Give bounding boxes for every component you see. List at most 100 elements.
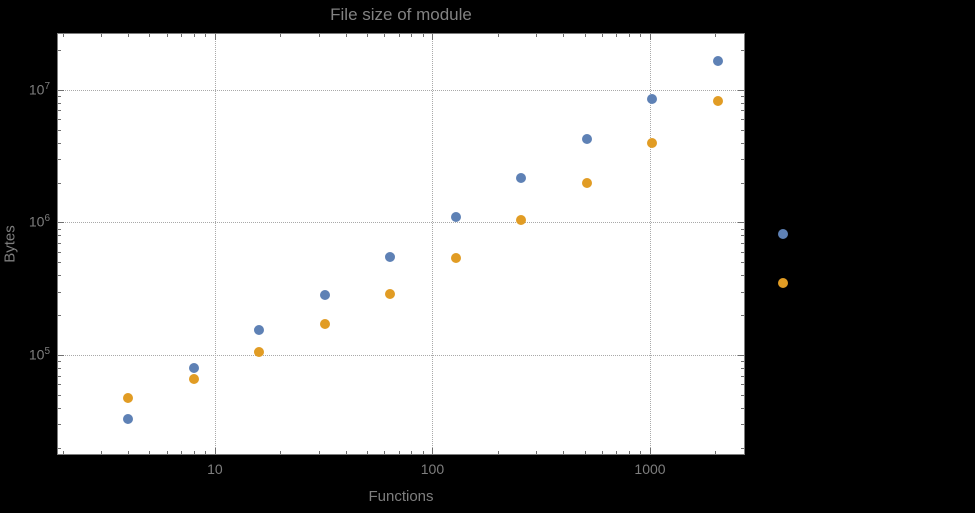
- x-axis-label: Functions: [368, 488, 434, 505]
- y-gridline: [58, 355, 744, 356]
- blue-series-point: [778, 228, 789, 239]
- y-minor-tick-mark: [58, 110, 61, 112]
- y-minor-tick-mark: [58, 50, 61, 52]
- y-minor-tick-mark: [58, 129, 61, 131]
- x-minor-tick-mark: [411, 34, 413, 37]
- y-minor-tick-mark: [58, 424, 61, 426]
- y-minor-tick-mark: [58, 361, 61, 363]
- y-minor-tick-mark: [58, 291, 61, 293]
- x-minor-tick-mark: [62, 34, 64, 37]
- y-axis-label: Bytes: [1, 225, 19, 263]
- x-minor-tick-mark: [366, 451, 368, 454]
- x-minor-tick-mark: [166, 34, 168, 37]
- blue-series-point: [385, 251, 396, 262]
- orange-series-point: [123, 393, 134, 404]
- x-tick-mark: [650, 34, 651, 40]
- x-tick-label: 10: [207, 461, 223, 477]
- blue-series-point: [581, 133, 592, 144]
- orange-series-point: [319, 319, 330, 330]
- blue-series-point: [319, 289, 330, 300]
- x-minor-tick-mark: [166, 451, 168, 454]
- x-minor-tick-mark: [536, 34, 538, 37]
- x-minor-tick-mark: [398, 451, 400, 454]
- orange-series-point: [778, 277, 789, 288]
- y-minor-tick-mark: [58, 407, 61, 409]
- x-tick-mark: [432, 34, 434, 40]
- y-tick-mark: [58, 89, 64, 91]
- plot-area: [57, 33, 745, 455]
- x-minor-tick-mark: [584, 451, 586, 454]
- y-minor-tick-mark: [741, 315, 744, 317]
- y-minor-tick-mark: [741, 375, 744, 377]
- x-tick-mark: [432, 448, 434, 454]
- x-minor-tick-mark: [280, 451, 282, 454]
- x-minor-tick-mark: [497, 34, 499, 37]
- x-minor-tick-mark: [193, 34, 195, 37]
- y-minor-tick-mark: [58, 228, 61, 230]
- y-minor-tick-mark: [58, 384, 61, 386]
- x-minor-tick-mark: [422, 34, 424, 37]
- x-minor-tick-mark: [149, 34, 151, 37]
- x-minor-tick-mark: [345, 34, 347, 37]
- x-gridline: [432, 34, 434, 454]
- x-minor-tick-mark: [149, 451, 151, 454]
- x-tick-mark: [650, 448, 651, 454]
- y-minor-tick-mark: [58, 119, 61, 121]
- y-minor-tick-mark: [741, 275, 744, 277]
- x-minor-tick-mark: [101, 34, 103, 37]
- x-minor-tick-mark: [128, 451, 130, 454]
- blue-series-point: [188, 362, 199, 373]
- x-minor-tick-mark: [640, 34, 642, 37]
- x-minor-tick-mark: [345, 451, 347, 454]
- orange-series-point: [581, 177, 592, 188]
- x-gridline: [214, 34, 216, 454]
- y-minor-tick-mark: [58, 394, 61, 396]
- blue-series-point: [450, 211, 461, 222]
- y-minor-tick-mark: [741, 228, 744, 230]
- blue-series-point: [647, 93, 658, 104]
- x-minor-tick-mark: [398, 34, 400, 37]
- x-minor-tick-mark: [181, 451, 183, 454]
- x-minor-tick-mark: [366, 34, 368, 37]
- y-minor-tick-mark: [741, 102, 744, 104]
- y-minor-tick-mark: [58, 315, 61, 317]
- blue-series-point: [516, 173, 527, 184]
- y-minor-tick-mark: [58, 142, 61, 144]
- y-minor-tick-mark: [58, 367, 61, 369]
- orange-series-point: [254, 347, 265, 358]
- y-minor-tick-mark: [741, 142, 744, 144]
- x-minor-tick-mark: [563, 34, 565, 37]
- y-minor-tick-mark: [58, 235, 61, 237]
- x-minor-tick-mark: [318, 34, 320, 37]
- y-minor-tick-mark: [58, 96, 61, 98]
- y-minor-tick-mark: [741, 384, 744, 386]
- y-minor-tick-mark: [741, 129, 744, 131]
- y-tick-mark: [738, 222, 744, 224]
- y-minor-tick-mark: [58, 375, 61, 377]
- x-minor-tick-mark: [128, 34, 130, 37]
- x-minor-tick-mark: [384, 451, 386, 454]
- x-minor-tick-mark: [601, 34, 603, 37]
- y-minor-tick-mark: [741, 119, 744, 121]
- y-minor-tick-mark: [741, 50, 744, 52]
- x-tick-label: 100: [420, 461, 445, 477]
- y-minor-tick-mark: [741, 291, 744, 293]
- x-minor-tick-mark: [204, 451, 206, 454]
- y-minor-tick-mark: [741, 243, 744, 244]
- x-tick-mark: [214, 448, 216, 454]
- x-minor-tick-mark: [181, 34, 183, 37]
- orange-series-point: [385, 288, 396, 299]
- x-minor-tick-mark: [628, 34, 630, 37]
- y-tick-label: 106: [28, 213, 50, 231]
- y-minor-tick-mark: [741, 361, 744, 363]
- x-minor-tick-mark: [616, 451, 618, 454]
- y-minor-tick-mark: [741, 251, 744, 253]
- x-minor-tick-mark: [193, 451, 195, 454]
- y-minor-tick-mark: [741, 110, 744, 112]
- x-minor-tick-mark: [411, 451, 413, 454]
- y-tick-label: 105: [28, 346, 50, 363]
- x-minor-tick-mark: [422, 451, 424, 454]
- y-minor-tick-mark: [58, 262, 61, 264]
- y-minor-tick-mark: [741, 96, 744, 98]
- orange-series-point: [516, 214, 527, 225]
